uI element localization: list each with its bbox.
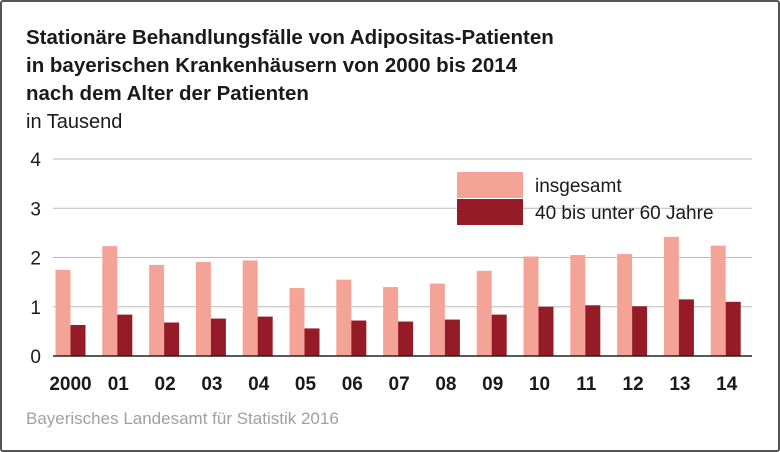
x-tick-label: 04 bbox=[248, 374, 270, 395]
y-tick-label: 3 bbox=[30, 199, 41, 220]
x-tick-label: 07 bbox=[389, 374, 410, 395]
bar-insgesamt bbox=[195, 261, 211, 356]
bar-40-60 bbox=[70, 324, 86, 356]
bar-insgesamt bbox=[102, 246, 118, 356]
bar-insgesamt bbox=[55, 269, 71, 356]
bar-insgesamt bbox=[523, 256, 539, 356]
chart-subtitle: in Tausend bbox=[26, 111, 123, 133]
bar-40-60 bbox=[164, 322, 180, 356]
bar-40-60 bbox=[491, 314, 507, 356]
bar-insgesamt bbox=[429, 283, 445, 356]
bar-insgesamt bbox=[242, 260, 258, 356]
x-tick-label: 05 bbox=[295, 374, 317, 395]
x-tick-label: 03 bbox=[201, 374, 222, 395]
bar-40-60 bbox=[678, 299, 694, 356]
bar-40-60 bbox=[304, 328, 320, 356]
bar-40-60 bbox=[725, 301, 741, 356]
chart-title-line-2: in bayerischen Krankenhäusern von 2000 b… bbox=[26, 54, 518, 77]
bar-40-60 bbox=[632, 306, 648, 356]
chart-title-line-1: Stationäre Behandlungsfälle von Adiposit… bbox=[26, 26, 554, 49]
x-tick-label: 10 bbox=[529, 374, 550, 395]
y-tick-label: 4 bbox=[30, 150, 41, 171]
bar-40-60 bbox=[538, 306, 554, 356]
legend-swatch-insgesamt bbox=[457, 172, 523, 198]
bar-40-60 bbox=[444, 319, 460, 356]
y-tick-label: 0 bbox=[30, 347, 41, 368]
bar-insgesamt bbox=[663, 236, 679, 356]
bar-insgesamt bbox=[383, 287, 399, 356]
legend-swatch-40-60 bbox=[457, 199, 523, 225]
bar-insgesamt bbox=[710, 245, 726, 356]
bar-40-60 bbox=[351, 320, 367, 356]
x-tick-label: 01 bbox=[108, 374, 130, 395]
x-tick-label: 11 bbox=[576, 374, 597, 395]
bar-insgesamt bbox=[289, 288, 305, 356]
bar-40-60 bbox=[117, 314, 133, 356]
y-tick-label: 2 bbox=[30, 249, 41, 270]
bar-insgesamt bbox=[570, 255, 586, 356]
x-tick-label: 13 bbox=[669, 374, 690, 395]
chart-title-line-3: nach dem Alter der Patienten bbox=[26, 82, 309, 105]
y-tick-label: 1 bbox=[30, 298, 41, 319]
bar-40-60 bbox=[210, 318, 226, 356]
bar-insgesamt bbox=[149, 264, 165, 356]
bar-insgesamt bbox=[617, 254, 633, 356]
bar-insgesamt bbox=[476, 270, 492, 356]
x-tick-label: 09 bbox=[482, 374, 503, 395]
bar-insgesamt bbox=[336, 279, 352, 356]
bar-40-60 bbox=[585, 305, 601, 356]
legend-label-40-60: 40 bis unter 60 Jahre bbox=[535, 203, 714, 224]
x-tick-label: 02 bbox=[155, 374, 176, 395]
legend-label-insgesamt: insgesamt bbox=[535, 176, 622, 197]
x-tick-label: 08 bbox=[435, 374, 456, 395]
chart-title: Stationäre Behandlungsfälle von Adiposit… bbox=[26, 24, 554, 108]
source-note: Bayerisches Landesamt für Statistik 2016 bbox=[26, 409, 339, 428]
x-tick-label: 14 bbox=[716, 374, 738, 395]
x-tick-label: 06 bbox=[342, 374, 363, 395]
x-tick-label: 12 bbox=[623, 374, 644, 395]
bar-40-60 bbox=[398, 321, 414, 356]
bar-40-60 bbox=[257, 316, 273, 356]
x-tick-label: 2000 bbox=[49, 374, 91, 395]
